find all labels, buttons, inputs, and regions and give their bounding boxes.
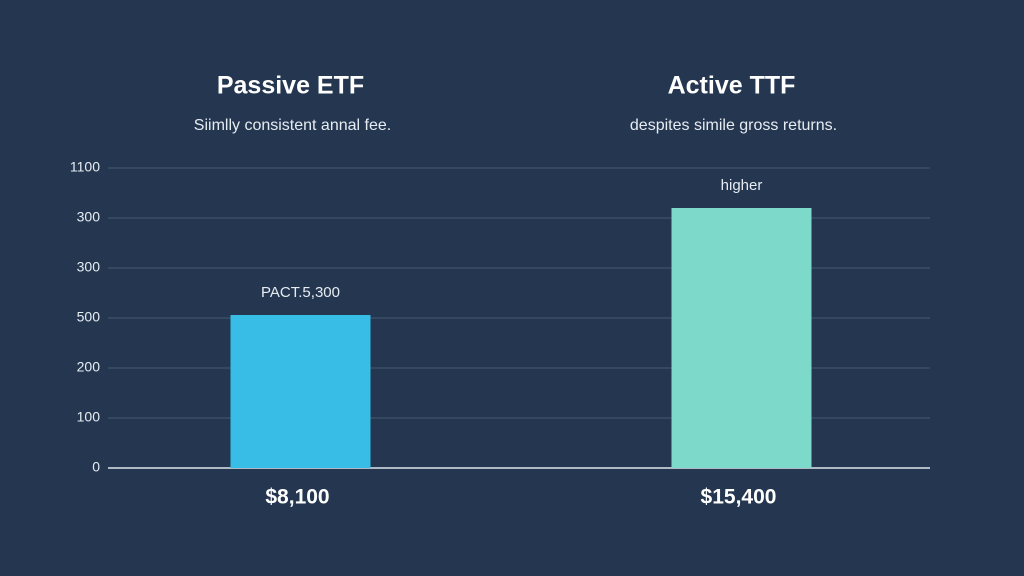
y-tick-label: 1100: [70, 159, 100, 175]
group-subtitle: Siimlly consistent annal fee.: [194, 117, 391, 134]
y-tick-label: 200: [77, 359, 101, 375]
y-tick-label: 300: [77, 259, 101, 275]
bar: [671, 208, 812, 468]
group-title: Passive ETF: [217, 72, 364, 100]
y-tick-label: 300: [77, 209, 101, 225]
annotation: PACT.5,300: [261, 284, 340, 301]
y-tick-label: 0: [92, 459, 100, 475]
x-tick-label: $15,400: [701, 486, 777, 509]
y-tick-label: 500: [77, 309, 101, 325]
group-title: Active TTF: [668, 72, 796, 100]
y-tick-label: 100: [77, 409, 101, 425]
group-subtitle: despites simile gross returns.: [630, 117, 837, 134]
annotation: higher: [721, 177, 763, 194]
bar: [230, 315, 371, 468]
x-tick-label: $8,100: [265, 486, 329, 509]
